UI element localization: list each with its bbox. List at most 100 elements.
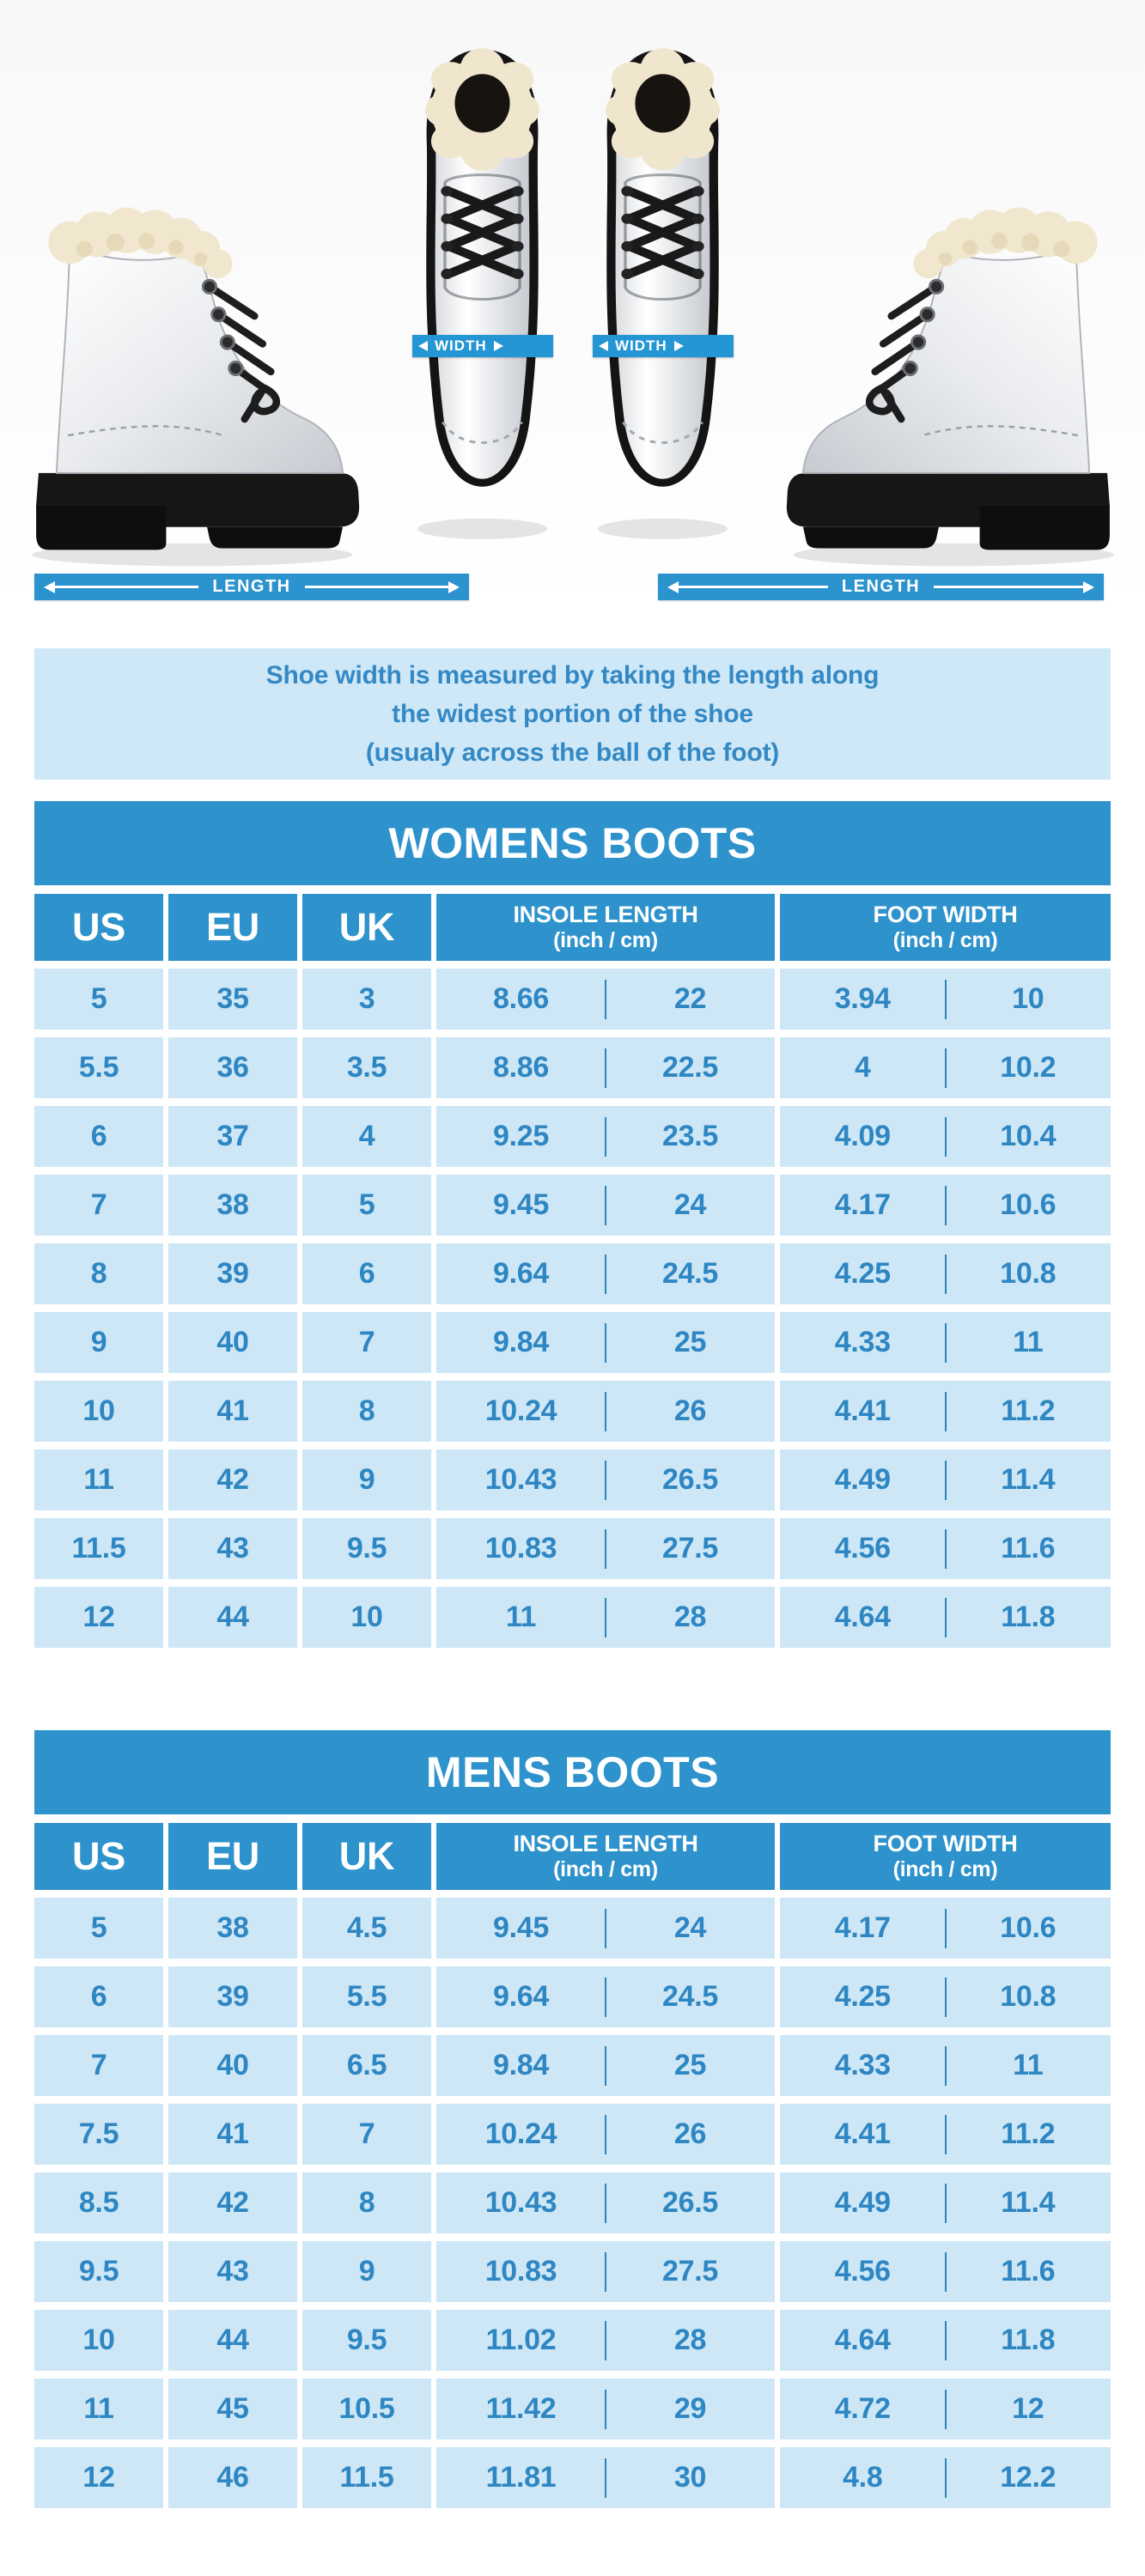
cell-divider [944, 1977, 947, 2017]
foot-width-cell: 4.56 11.6 [780, 2241, 1111, 2302]
table-row: 5 35 3 8.66 22 3.94 10 [34, 969, 1111, 1030]
us-size-value: 6 [34, 1106, 163, 1167]
insole-length-cell: 11.81 30 [436, 2447, 775, 2508]
foot-width-cell: 4.41 11.2 [780, 2104, 1111, 2165]
foot-width-cm-value: 10.6 [1000, 1911, 1057, 1944]
insole-length-inch-value: 9.64 [493, 1980, 549, 2013]
foot-width-cm-value: 12.2 [1000, 2461, 1057, 2494]
us-size-value: 11 [34, 1449, 163, 1510]
column-header-insole-length: INSOLE LENGTH (inch / cm) [436, 894, 775, 961]
foot-width-cell: 4 10.2 [780, 1037, 1111, 1098]
cell-divider [605, 979, 606, 1019]
foot-width-cm-value: 11.8 [1001, 2324, 1056, 2356]
insole-length-inch-value: 11.42 [485, 2392, 557, 2425]
top-view-boot-image-left [417, 48, 548, 539]
insole-length-cell: 9.64 24.5 [436, 1966, 775, 2027]
us-size-value: 12 [34, 2447, 163, 2508]
us-size-value: 5 [34, 969, 163, 1030]
eu-size-value: 42 [168, 2172, 297, 2233]
foot-width-inch-value: 4.49 [834, 2186, 891, 2219]
foot-width-inch-value: 4.41 [834, 1394, 891, 1427]
insole-length-title: INSOLE LENGTH [513, 902, 698, 928]
insole-length-cm-value: 25 [673, 2049, 707, 2081]
cell-divider [605, 1908, 606, 1948]
note-line-2: the widest portion of the shoe [392, 700, 753, 728]
cell-divider [944, 1116, 947, 1157]
cell-divider [605, 1048, 606, 1088]
uk-size-value: 4.5 [302, 1898, 431, 1959]
width-measure-note: Shoe width is measured by taking the len… [34, 648, 1111, 780]
cell-divider [944, 2389, 947, 2429]
foot-width-inch-value: 4.56 [834, 2255, 891, 2287]
mens-table-rows: 5 38 4.5 9.45 24 4.17 10.6 6 39 5.5 9.64 24.5 4.25 10… [34, 1898, 1111, 2508]
insole-length-cell: 9.45 24 [436, 1898, 775, 1959]
insole-length-inch-value: 10.83 [484, 1532, 557, 1564]
width-label: WIDTH [435, 337, 487, 354]
insole-length-inch-value: 9.25 [493, 1120, 549, 1152]
foot-width-cm-value: 11.4 [1001, 2186, 1056, 2219]
insole-length-cm-value: 28 [673, 1601, 707, 1633]
uk-size-value: 9.5 [302, 2310, 431, 2371]
cell-divider [944, 2251, 947, 2292]
us-size-value: 10 [34, 2310, 163, 2371]
foot-width-inch-value: 4.25 [834, 1257, 891, 1290]
eu-size-value: 46 [168, 2447, 297, 2508]
insole-length-cm-value: 23.5 [662, 1120, 718, 1152]
note-line-1: Shoe width is measured by taking the len… [265, 661, 880, 690]
insole-length-cell: 9.25 23.5 [436, 1106, 775, 1167]
insole-length-cm-value: 25 [673, 1326, 707, 1358]
table-row: 8.5 42 8 10.43 26.5 4.49 11.4 [34, 2172, 1111, 2233]
length-measure-bar-left: LENGTH [34, 574, 469, 600]
insole-length-cm-value: 27.5 [662, 1532, 718, 1564]
foot-width-cell: 4.33 11 [780, 2035, 1111, 2096]
arrow-right-icon [1083, 580, 1094, 593]
foot-width-inch-value: 4 [854, 1051, 871, 1084]
foot-width-inch-value: 3.94 [834, 982, 891, 1015]
foot-width-cm-value: 10.6 [1000, 1188, 1057, 1221]
cell-divider [605, 1116, 606, 1157]
column-header-uk: UK [302, 894, 431, 961]
us-size-value: 8.5 [34, 2172, 163, 2233]
eu-size-value: 42 [168, 1449, 297, 1510]
cell-divider [605, 2458, 606, 2498]
arrow-line [304, 586, 448, 588]
us-size-value: 9 [34, 1312, 163, 1373]
insole-length-cell: 11.42 29 [436, 2379, 775, 2439]
us-size-value: 5.5 [34, 1037, 163, 1098]
top-view-boot-image-right [597, 48, 728, 539]
foot-width-inch-value: 4.49 [834, 1463, 891, 1496]
insole-length-cell: 9.84 25 [436, 1312, 775, 1373]
us-size-value: 11 [34, 2379, 163, 2439]
foot-width-cell: 4.09 10.4 [780, 1106, 1111, 1167]
uk-size-value: 9 [302, 1449, 431, 1510]
insole-length-inch-value: 11.02 [485, 2324, 557, 2356]
cell-divider [944, 1185, 947, 1225]
cell-divider [944, 2320, 947, 2360]
column-header-us: US [34, 894, 163, 961]
insole-length-inch-value: 11.81 [485, 2461, 557, 2494]
foot-width-cm-value: 11.6 [1001, 1532, 1056, 1564]
width-measure-band-right: WIDTH [593, 335, 734, 357]
insole-length-cm-value: 29 [673, 2392, 707, 2425]
foot-width-inch-value: 4.17 [834, 1911, 891, 1944]
cell-divider [605, 1185, 606, 1225]
insole-length-inch-value: 10.43 [484, 2186, 557, 2219]
insole-length-inch-value: 10.24 [484, 1394, 557, 1427]
foot-width-cell: 4.64 11.8 [780, 1587, 1111, 1648]
insole-length-cm-value: 30 [673, 2461, 707, 2494]
cell-divider [944, 2045, 947, 2086]
mens-table-title: MENS BOOTS [34, 1730, 1111, 1814]
column-header-foot-width: FOOT WIDTH (inch / cm) [780, 894, 1111, 961]
table-row: 7 40 6.5 9.84 25 4.33 11 [34, 2035, 1111, 2096]
insole-length-cell: 10.43 26.5 [436, 1449, 775, 1510]
cell-divider [944, 2458, 947, 2498]
column-header-insole-length: INSOLE LENGTH (inch / cm) [436, 1823, 775, 1890]
cell-divider [944, 2114, 947, 2154]
cell-divider [944, 1528, 947, 1569]
cell-divider [605, 1597, 606, 1637]
womens-boots-size-table: WOMENS BOOTS US EU UK INSOLE LENGTH (inc… [34, 801, 1111, 1648]
width-label: WIDTH [615, 337, 667, 354]
insole-length-inch-value: 9.64 [493, 1257, 549, 1290]
arrow-left-icon [599, 341, 608, 351]
cell-divider [605, 2114, 606, 2154]
